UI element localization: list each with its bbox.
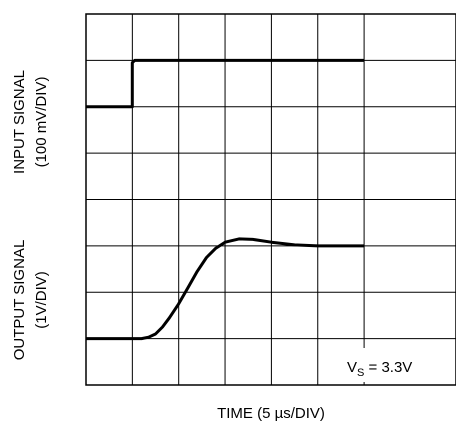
output-signal-trace	[86, 237, 365, 341]
annotation-box	[334, 348, 446, 382]
annotation-subscript: S	[357, 367, 364, 379]
traces	[86, 58, 365, 341]
x-axis-label: TIME (5 µs/DIV)	[217, 405, 325, 422]
y-label-output-line2: (1V/DIV)	[33, 271, 50, 329]
grid	[86, 14, 456, 385]
input-signal-trace	[86, 58, 365, 109]
y-label-input-line1: INPUT SIGNAL	[11, 70, 28, 174]
annotation-prefix: V	[347, 359, 357, 376]
y-label-output-line1: OUTPUT SIGNAL	[11, 240, 28, 361]
annotation-text: = 3.3V	[364, 359, 412, 376]
supply-voltage-annotation: VS = 3.3V	[347, 359, 412, 379]
plot-frame	[85, 13, 456, 386]
y-label-input-line2: (100 mV/DIV)	[33, 77, 50, 168]
